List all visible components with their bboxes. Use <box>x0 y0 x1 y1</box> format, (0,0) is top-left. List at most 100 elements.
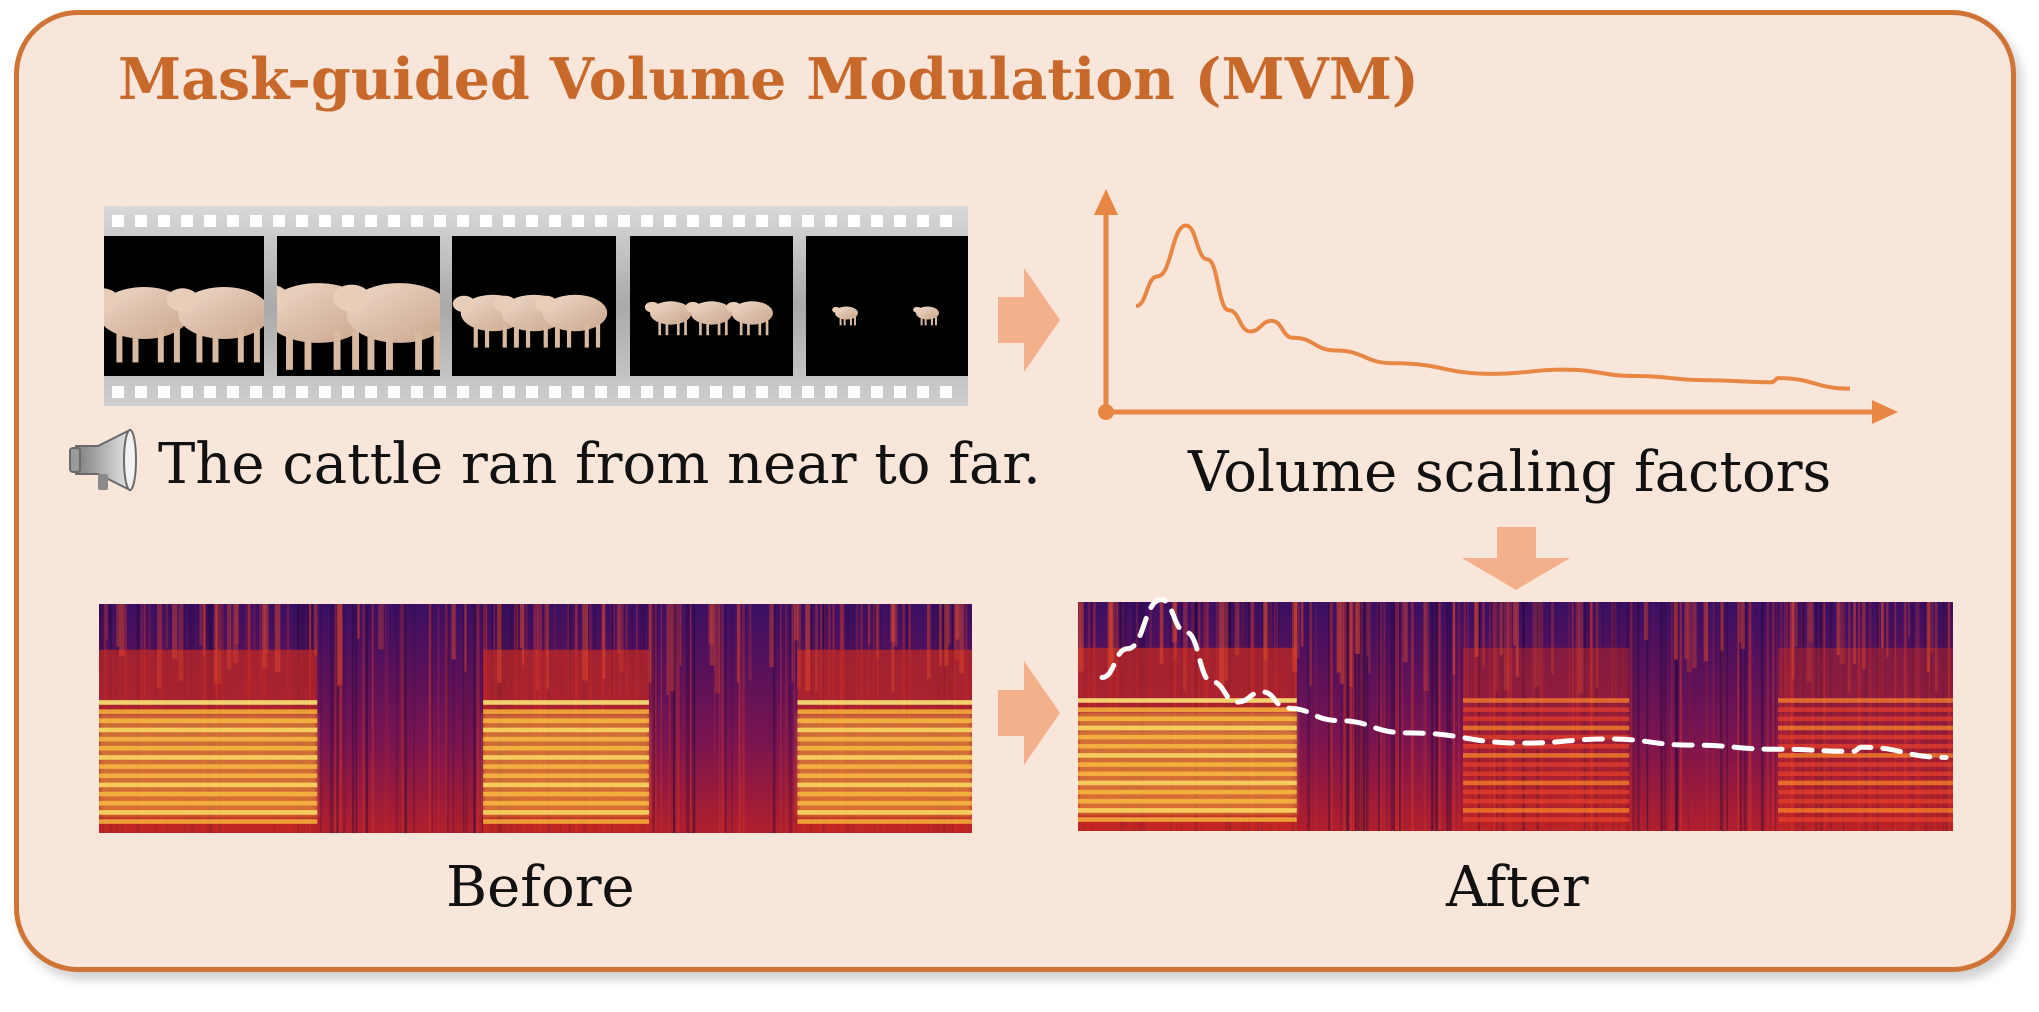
film-sprocket <box>710 215 722 227</box>
cow-figure <box>913 306 939 326</box>
volume-scaling-label: Volume scaling factors <box>1188 440 1832 505</box>
cow-figure <box>166 287 264 363</box>
right-arrow-icon <box>998 268 1060 372</box>
film-sprocket <box>917 386 929 398</box>
film-sprocket <box>503 215 515 227</box>
megaphone-icon <box>69 428 137 492</box>
film-sprocket <box>296 386 308 398</box>
film-sprocket <box>135 386 147 398</box>
film-sprocket <box>181 386 193 398</box>
film-sprocket <box>181 215 193 227</box>
film-sprocket <box>871 386 883 398</box>
film-sprocket <box>894 215 906 227</box>
film-sprocket <box>227 215 239 227</box>
before-label: Before <box>446 855 635 920</box>
film-sprocket <box>641 386 653 398</box>
film-sprocket <box>112 386 124 398</box>
film-sprocket <box>595 215 607 227</box>
film-sprocket <box>204 215 216 227</box>
film-sprocket <box>480 215 492 227</box>
y-axis-arrowhead <box>1094 189 1118 215</box>
down-arrow-icon <box>1462 527 1570 590</box>
film-sprocket <box>296 215 308 227</box>
film-sprocket <box>664 215 676 227</box>
film-sprocket <box>664 386 676 398</box>
cow-figure <box>534 294 608 348</box>
film-sprocket <box>710 386 722 398</box>
film-frame <box>806 236 968 376</box>
film-sprocket <box>526 386 538 398</box>
prompt-text: The cattle ran from near to far. <box>158 432 1041 497</box>
film-sprocket <box>204 386 216 398</box>
film-sprocket <box>158 215 170 227</box>
film-sprocket <box>595 386 607 398</box>
film-sprocket <box>503 386 515 398</box>
after-label: After <box>1446 855 1589 920</box>
film-sprocket <box>273 386 285 398</box>
cow-figure <box>726 301 773 336</box>
film-sprocket <box>779 386 791 398</box>
film-frame <box>452 236 616 376</box>
film-sprocket <box>572 386 584 398</box>
film-sprocket <box>365 215 377 227</box>
cow-figure <box>832 306 858 326</box>
film-frame <box>277 236 440 376</box>
film-sprocket <box>756 386 768 398</box>
film-sprocket <box>227 386 239 398</box>
film-sprocket <box>365 386 377 398</box>
film-sprocket <box>802 386 814 398</box>
film-sprocket <box>158 386 170 398</box>
film-sprockets-bottom <box>112 386 952 398</box>
film-frames <box>104 236 968 376</box>
film-sprocket <box>940 215 952 227</box>
film-sprockets-top <box>112 215 952 227</box>
film-sprocket <box>434 386 446 398</box>
film-sprocket <box>342 215 354 227</box>
film-sprocket <box>940 386 952 398</box>
film-sprocket <box>618 386 630 398</box>
x-axis-arrowhead <box>1872 400 1898 424</box>
film-strip <box>104 206 968 406</box>
film-sprocket <box>319 386 331 398</box>
film-sprocket <box>388 386 400 398</box>
volume-curve-overlay <box>1099 597 1949 760</box>
film-sprocket <box>434 215 446 227</box>
film-sprocket <box>411 215 423 227</box>
film-sprocket <box>641 215 653 227</box>
axis-origin <box>1098 404 1114 420</box>
film-sprocket <box>848 386 860 398</box>
film-frame <box>104 236 264 376</box>
film-sprocket <box>733 386 745 398</box>
film-sprocket <box>112 215 124 227</box>
volume-curve <box>1135 223 1851 391</box>
film-sprocket <box>848 215 860 227</box>
film-sprocket <box>687 215 699 227</box>
film-sprocket <box>572 215 584 227</box>
spectrogram-after <box>1078 602 1953 831</box>
cow-figure <box>685 301 733 336</box>
film-sprocket <box>779 215 791 227</box>
film-frame <box>630 236 793 376</box>
film-sprocket <box>526 215 538 227</box>
film-sprocket <box>733 215 745 227</box>
film-sprocket <box>250 215 262 227</box>
film-sprocket <box>894 386 906 398</box>
film-sprocket <box>549 386 561 398</box>
film-sprocket <box>480 386 492 398</box>
film-sprocket <box>457 386 469 398</box>
film-sprocket <box>342 386 354 398</box>
film-sprocket <box>618 215 630 227</box>
film-sprocket <box>802 215 814 227</box>
film-sprocket <box>135 215 147 227</box>
film-sprocket <box>687 386 699 398</box>
right-arrow-icon <box>998 661 1060 765</box>
film-sprocket <box>756 215 768 227</box>
cow-figure <box>333 283 440 370</box>
film-sprocket <box>825 386 837 398</box>
film-sprocket <box>411 386 423 398</box>
film-sprocket <box>457 215 469 227</box>
film-sprocket <box>825 215 837 227</box>
film-sprocket <box>388 215 400 227</box>
film-sprocket <box>871 215 883 227</box>
